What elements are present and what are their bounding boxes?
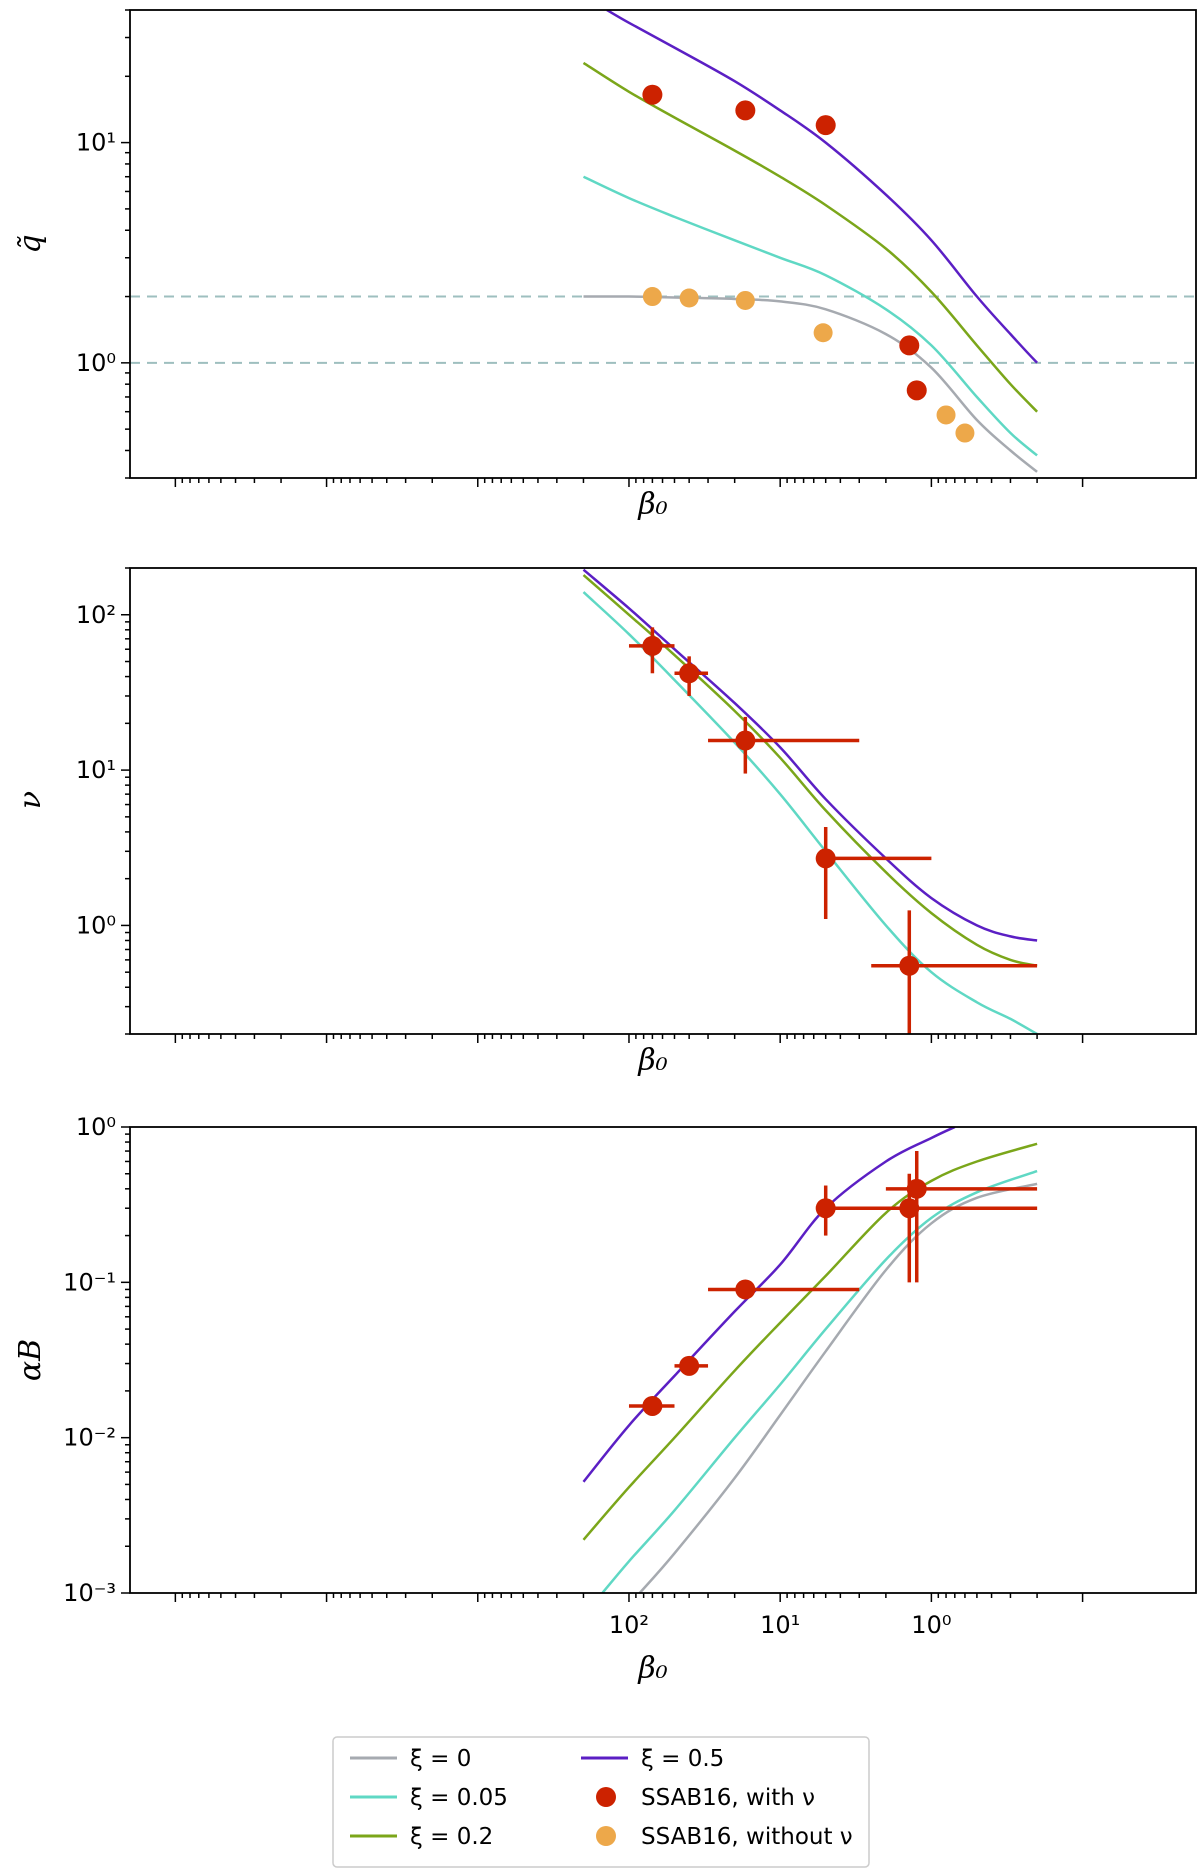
data-point-without-nu	[679, 288, 699, 308]
data-point-with-nu	[679, 663, 700, 684]
x-axis-label: β₀	[637, 1043, 667, 1078]
y-tick-label: 10²	[76, 601, 116, 629]
legend-label: ξ = 0.5	[641, 1746, 724, 1772]
data-point-without-nu	[735, 290, 755, 310]
plot-area	[130, 10, 1196, 473]
data-point-with-nu	[735, 100, 756, 121]
x-axis-label: β₀	[637, 487, 667, 522]
y-axis-label: αB	[13, 1339, 48, 1381]
series-line-0.5	[582, 568, 1038, 942]
legend: ξ = 0 ξ = 0.05 ξ = 0.2 ξ = 0.5 SSAB16, with …	[332, 1736, 870, 1868]
x-tick-label: 10¹	[760, 1611, 800, 1639]
y-tick-label: 10¹	[76, 129, 116, 157]
legend-label: ξ = 0.2	[410, 1824, 493, 1850]
legend-marker-swatch	[596, 1826, 616, 1846]
series-line-0.2	[582, 1142, 1038, 1541]
y-tick-label: 10⁻²	[63, 1424, 116, 1452]
series-line-0.5	[582, 1127, 956, 1483]
data-point-with-nu	[906, 1178, 927, 1199]
plot-area	[582, 1127, 1038, 1593]
legend-label: ξ = 0	[410, 1746, 471, 1772]
panel-bottom: 10⁻³ 10⁻² 10⁻¹ 10⁰ 10² 10¹ 10⁰ β₀ αB	[13, 1113, 1197, 1686]
data-point-with-nu	[735, 1279, 756, 1300]
data-point-without-nu	[642, 287, 662, 307]
legend-label: SSAB16, with ν	[641, 1785, 815, 1811]
plot-area	[582, 568, 1038, 1034]
series-line-0.5	[606, 10, 1039, 364]
data-point-with-nu	[815, 848, 836, 869]
data-point-with-nu	[815, 1198, 836, 1219]
y-tick-label: 10⁰	[76, 1113, 116, 1141]
data-point-with-nu	[815, 115, 836, 136]
legend-marker-swatch	[596, 1787, 616, 1807]
panel-top: 10⁰ 10¹ β₀ q̃	[13, 9, 1197, 522]
y-tick-label: 10¹	[76, 756, 116, 784]
data-point-without-nu	[813, 323, 833, 343]
series-line-0	[583, 295, 1038, 473]
y-tick-label: 10⁰	[76, 349, 116, 377]
data-point-without-nu	[936, 405, 956, 425]
data-point-without-nu	[955, 423, 975, 443]
x-tick-label: 10²	[609, 1611, 649, 1639]
data-point-with-nu	[642, 84, 663, 105]
data-point-with-nu	[679, 1355, 700, 1376]
legend-label: ξ = 0.05	[410, 1785, 508, 1811]
y-axis-label: q̃	[13, 234, 48, 253]
y-tick-label: 10⁻³	[63, 1579, 116, 1607]
data-point-with-nu	[899, 955, 920, 976]
data-point-with-nu	[735, 730, 756, 751]
series-line-0.2	[582, 61, 1038, 413]
panel-middle: 10⁰ 10¹ 10² β₀ ν	[13, 567, 1197, 1078]
data-point-with-nu	[899, 1198, 920, 1219]
x-tick-label: 10⁰	[911, 1611, 951, 1639]
x-axis-label: β₀	[637, 1651, 667, 1686]
y-tick-label: 10⁰	[76, 911, 116, 939]
y-tick-label: 10⁻¹	[63, 1268, 116, 1296]
series-line-0.05	[582, 175, 1038, 457]
data-point-with-nu	[642, 635, 663, 656]
legend-label: SSAB16, without ν	[641, 1824, 853, 1850]
data-point-with-nu	[906, 380, 927, 401]
axes-frame	[129, 9, 1197, 479]
data-point-with-nu	[899, 335, 920, 356]
series-line-0	[638, 1182, 1038, 1593]
y-axis-label: ν	[13, 791, 48, 809]
data-point-with-nu	[642, 1395, 663, 1416]
